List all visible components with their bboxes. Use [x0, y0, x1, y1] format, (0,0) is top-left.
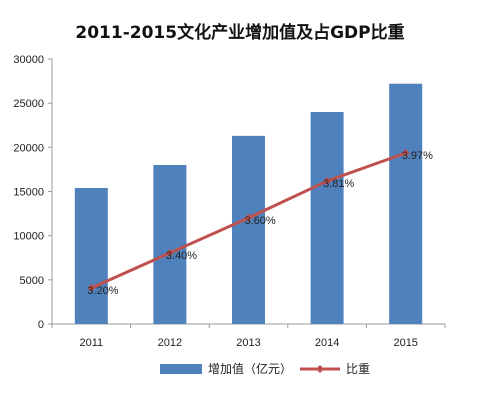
data-label: 3.97%: [402, 150, 433, 162]
data-label: 3.20%: [87, 285, 118, 297]
x-tick-label: 2013: [236, 337, 260, 349]
data-label: 3.81%: [323, 178, 354, 190]
y-tick-label: 20000: [13, 142, 44, 154]
legend-swatch-bars: [160, 364, 202, 374]
legend-label-bars: 增加值（亿元）: [208, 361, 292, 376]
x-tick-label: 2014: [315, 337, 339, 349]
bar: [153, 165, 187, 324]
data-label: 3.60%: [245, 215, 276, 227]
chart-title: 2011-2015文化产业增加值及占GDP比重: [75, 23, 405, 43]
data-label: 3.40%: [166, 250, 197, 262]
y-tick-label: 10000: [13, 231, 44, 243]
y-tick-label: 5000: [20, 275, 44, 287]
y-tick-label: 15000: [13, 187, 44, 199]
bar: [310, 112, 344, 324]
y-tick-label: 0: [38, 319, 44, 331]
line-point: [87, 284, 96, 292]
line-point: [323, 177, 332, 186]
x-tick-label: 2012: [158, 337, 182, 349]
x-tick-label: 2011: [79, 337, 103, 349]
x-tick-label: 2015: [393, 337, 417, 349]
legend-marker-line: [316, 365, 324, 373]
legend-label-line: 比重: [346, 362, 370, 376]
line-point: [244, 213, 253, 222]
bar: [74, 187, 108, 324]
bar: [232, 135, 265, 324]
y-tick-label: 25000: [13, 98, 44, 110]
line-point: [165, 248, 174, 257]
bar: [389, 83, 423, 324]
line-point: [401, 149, 410, 157]
y-tick-label: 30000: [13, 54, 44, 66]
